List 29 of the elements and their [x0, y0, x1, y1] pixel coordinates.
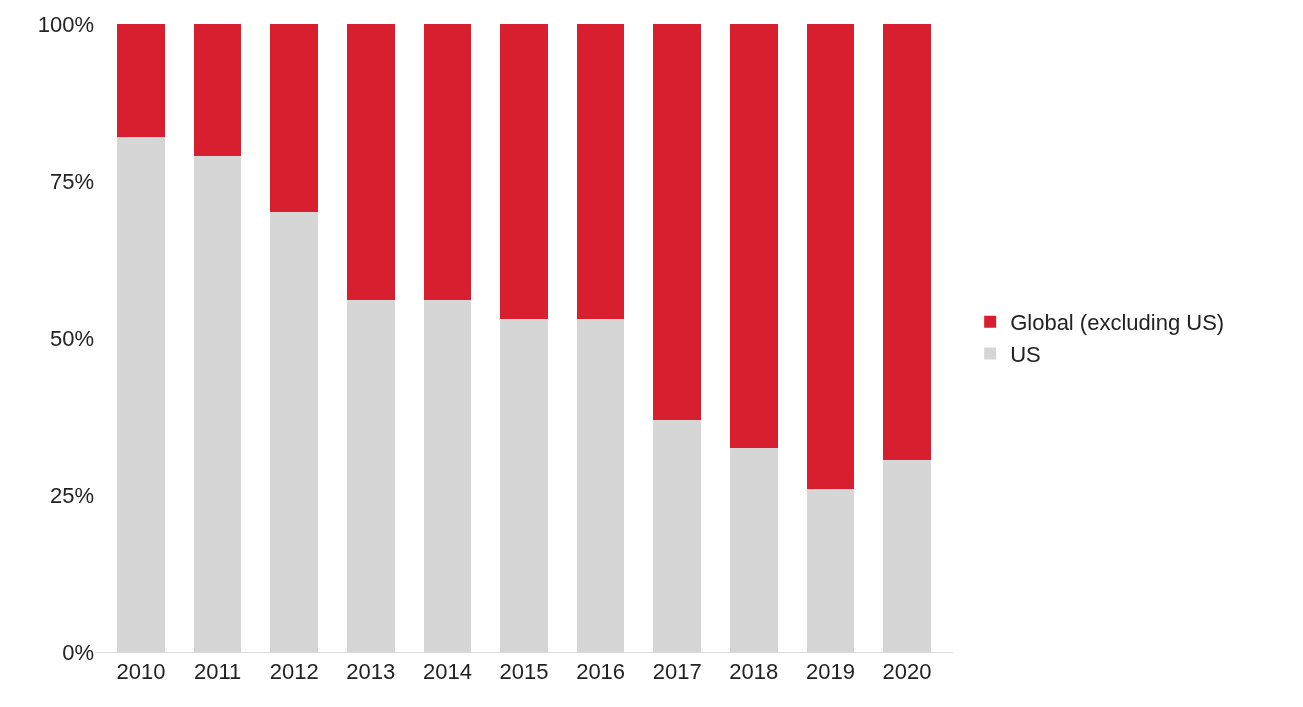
x-tick-label: 2019 [805, 659, 855, 685]
y-tick-label: 100% [37, 11, 94, 37]
x-tick-label: 2014 [422, 659, 472, 685]
x-tick-label: 2017 [652, 659, 702, 685]
y-tick-label: 25% [49, 482, 94, 508]
x-tick-label: 2018 [729, 659, 779, 685]
bar [117, 24, 165, 138]
x-tick-label: 2015 [499, 659, 549, 685]
bar [500, 24, 548, 320]
legend-label: Global (excluding US) [1010, 310, 1225, 336]
bar [653, 24, 701, 420]
bar [806, 24, 855, 489]
x-tick-label: 2020 [882, 659, 932, 685]
y-tick-label: 50% [49, 325, 94, 351]
y-tick-label: 75% [49, 168, 94, 194]
x-tick-label: 2010 [116, 659, 166, 685]
y-tick-label: 0% [62, 639, 94, 665]
bar [576, 24, 625, 320]
x-tick-label: 2016 [576, 659, 626, 685]
bar [193, 24, 242, 156]
bar [270, 24, 318, 213]
bar [347, 24, 395, 301]
bar [423, 24, 472, 301]
x-tick-label: 2012 [269, 659, 319, 685]
x-tick-label: 2013 [346, 659, 396, 685]
bar [730, 24, 778, 448]
legend-label: US [1010, 341, 1041, 367]
bar [883, 24, 931, 461]
x-tick-label: 2011 [193, 659, 242, 685]
